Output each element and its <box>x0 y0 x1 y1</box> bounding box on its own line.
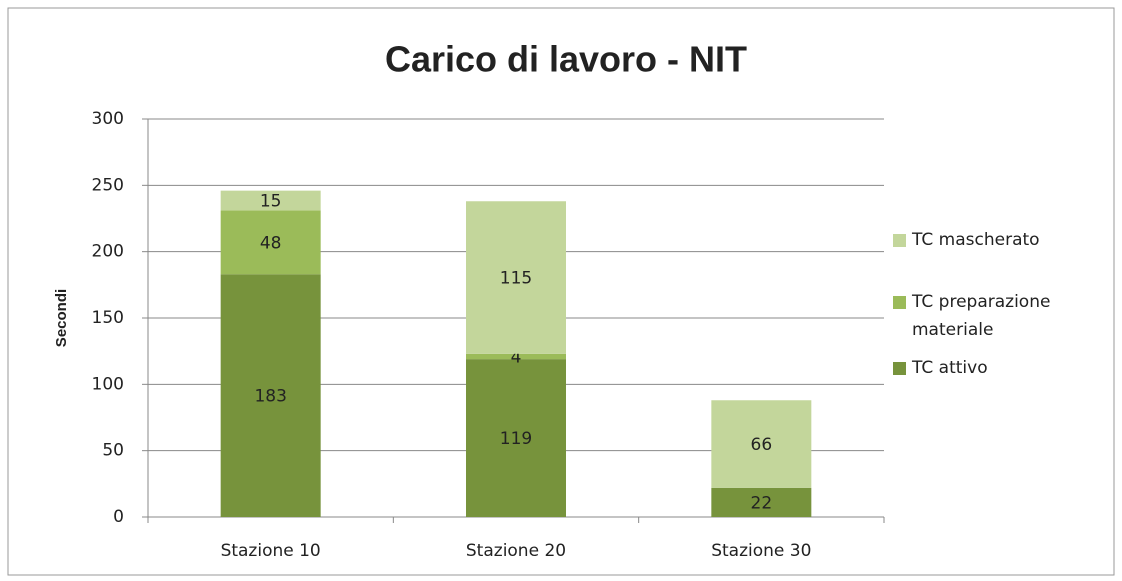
legend-label: TC mascherato <box>912 230 1040 250</box>
x-tick-label: Stazione 10 <box>221 541 321 561</box>
y-tick-label: 100 <box>92 374 124 394</box>
x-tick-label: Stazione 30 <box>711 541 811 561</box>
x-tick-label: Stazione 20 <box>466 541 566 561</box>
bar-segment <box>220 190 321 211</box>
legend-label: TC attivo <box>912 358 988 378</box>
y-tick-label: 150 <box>92 308 124 328</box>
y-tick-label: 0 <box>113 507 124 527</box>
y-tick-label: 250 <box>92 175 124 195</box>
bar-segment <box>466 201 566 354</box>
legend-label: TC preparazione materiale <box>912 292 1051 340</box>
bar-segment <box>220 274 321 517</box>
y-tick-label: 300 <box>92 109 124 129</box>
data-label: 66 <box>751 435 773 455</box>
bar-segment <box>220 210 321 275</box>
legend-swatch <box>893 234 906 247</box>
bar-segment <box>711 487 812 517</box>
legend-swatch <box>893 362 906 375</box>
data-label: 115 <box>500 269 532 289</box>
bar-segment <box>711 400 812 488</box>
bar-segment <box>466 353 566 360</box>
data-label: 15 <box>260 192 282 212</box>
data-label: 119 <box>500 429 532 449</box>
y-tick-label: 50 <box>102 441 124 461</box>
legend-swatch <box>893 296 906 309</box>
chart-title: Carico di lavoro - NIT <box>385 39 747 80</box>
bar-segment <box>466 359 566 517</box>
data-label: 22 <box>751 493 773 513</box>
y-axis-label: Secondi <box>53 289 70 347</box>
data-label: 48 <box>260 233 282 253</box>
data-label: 4 <box>511 347 522 367</box>
y-tick-label: 200 <box>92 242 124 262</box>
data-label: 183 <box>254 387 286 407</box>
